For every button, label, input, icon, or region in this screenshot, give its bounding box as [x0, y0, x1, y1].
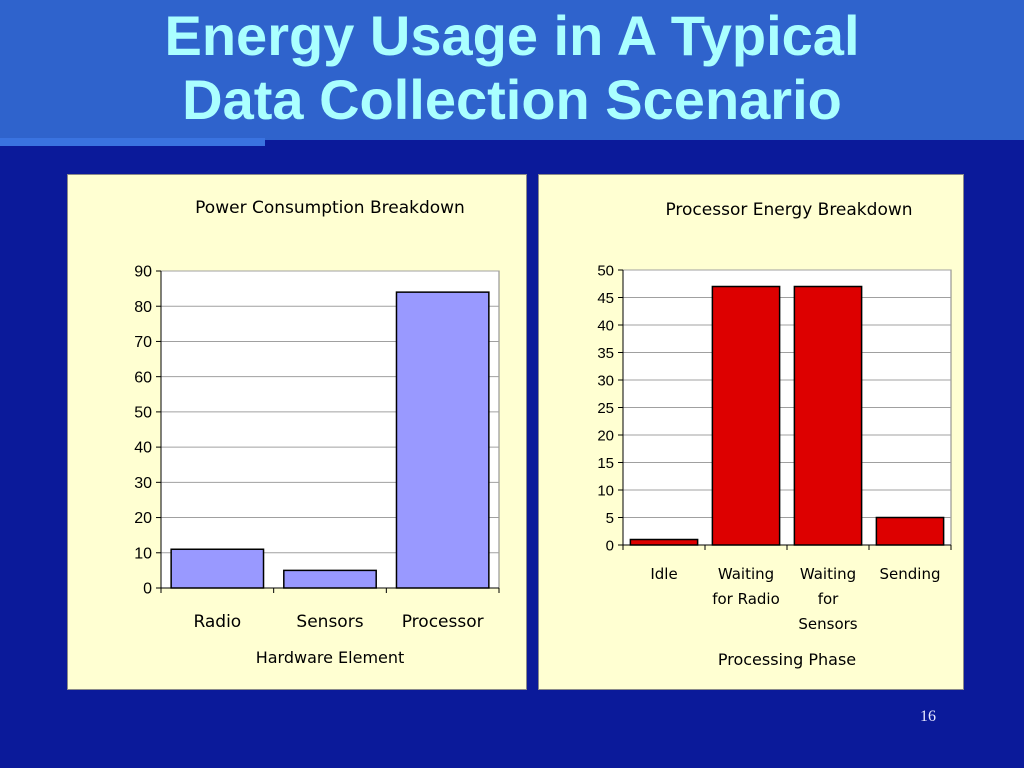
y-tick-label: 5	[606, 510, 614, 527]
bar-sensors	[283, 569, 377, 589]
x-category-label-line: for Radio	[712, 590, 780, 608]
y-tick-label: 0	[606, 537, 614, 554]
page-number: 16	[920, 708, 936, 725]
x-category-label-line: Waiting	[800, 565, 856, 583]
y-tick-label: 35	[597, 345, 614, 362]
x-category-label-line: Waiting	[718, 565, 774, 583]
slide-title-line-1: Energy Usage in A Typical	[164, 4, 860, 67]
slide-title-line-2: Data Collection Scenario	[182, 68, 842, 131]
x-category-label-line: Sensors	[296, 612, 363, 632]
x-category-label: Sending	[880, 565, 941, 583]
y-tick-label: 40	[134, 440, 152, 457]
y-tick-label: 10	[134, 545, 152, 562]
y-tick-label: 20	[134, 510, 152, 527]
x-category-label-line: Radio	[193, 612, 241, 632]
y-tick-label: 50	[134, 404, 152, 421]
y-tick-label: 60	[134, 369, 152, 386]
bar-idle	[629, 538, 699, 546]
slide-title: Energy Usage in A Typical Data Collectio…	[0, 4, 1024, 132]
bar-sending	[875, 516, 945, 546]
processor-energy-chart: Processor Energy Breakdown 0 5 10 15 20 25 30 35…	[538, 174, 964, 690]
y-tick-label: 45	[597, 290, 614, 307]
x-category-label-line: Processor	[402, 612, 484, 632]
x-category-label-line: Idle	[650, 565, 677, 583]
y-tick-label: 80	[134, 299, 152, 316]
y-tick-label: 40	[597, 317, 614, 334]
x-axis-title: Hardware Element	[256, 648, 405, 667]
title-accent-line	[0, 138, 265, 146]
y-tick-label: 90	[134, 264, 152, 281]
bar-waiting-for-sensors	[793, 285, 863, 546]
bar-processor	[395, 291, 490, 589]
y-tick-label: 50	[597, 262, 614, 279]
y-tick-label: 30	[597, 372, 614, 389]
power-consumption-chart-svg: Power Consumption Breakdown 0 10 20 30 40 50 60…	[134, 198, 500, 667]
y-tick-label: 25	[597, 400, 614, 417]
x-category-label: Idle	[650, 565, 677, 583]
x-category-label: Sensors	[296, 612, 363, 632]
y-tick-label: 10	[597, 482, 614, 499]
processor-energy-chart-svg: Processor Energy Breakdown 0 5 10 15 20 25 30 35…	[597, 200, 952, 669]
chart-title: Processor Energy Breakdown	[665, 200, 912, 220]
y-tick-label: 0	[143, 581, 152, 598]
bar-radio	[170, 548, 265, 589]
x-category-label: Processor	[402, 612, 484, 632]
y-tick-label: 70	[134, 334, 152, 351]
bar-waiting-for-radio	[711, 285, 781, 546]
x-category-label-line: Sending	[880, 565, 941, 583]
x-category-label: Waiting for Radio	[712, 565, 780, 608]
x-category-label: Radio	[193, 612, 241, 632]
x-axis-title: Processing Phase	[718, 650, 856, 669]
y-tick-label: 20	[597, 427, 614, 444]
y-tick-label: 15	[597, 455, 614, 472]
x-category-label-line: for	[818, 590, 839, 608]
title-band	[0, 0, 1024, 140]
x-category-label: Waiting for Sensors	[798, 565, 857, 633]
power-consumption-chart: Power Consumption Breakdown 0 10 20 30 40 50 60…	[67, 174, 527, 690]
x-category-label-line: Sensors	[798, 615, 857, 633]
chart-title: Power Consumption Breakdown	[195, 198, 465, 218]
y-tick-label: 30	[134, 475, 152, 492]
